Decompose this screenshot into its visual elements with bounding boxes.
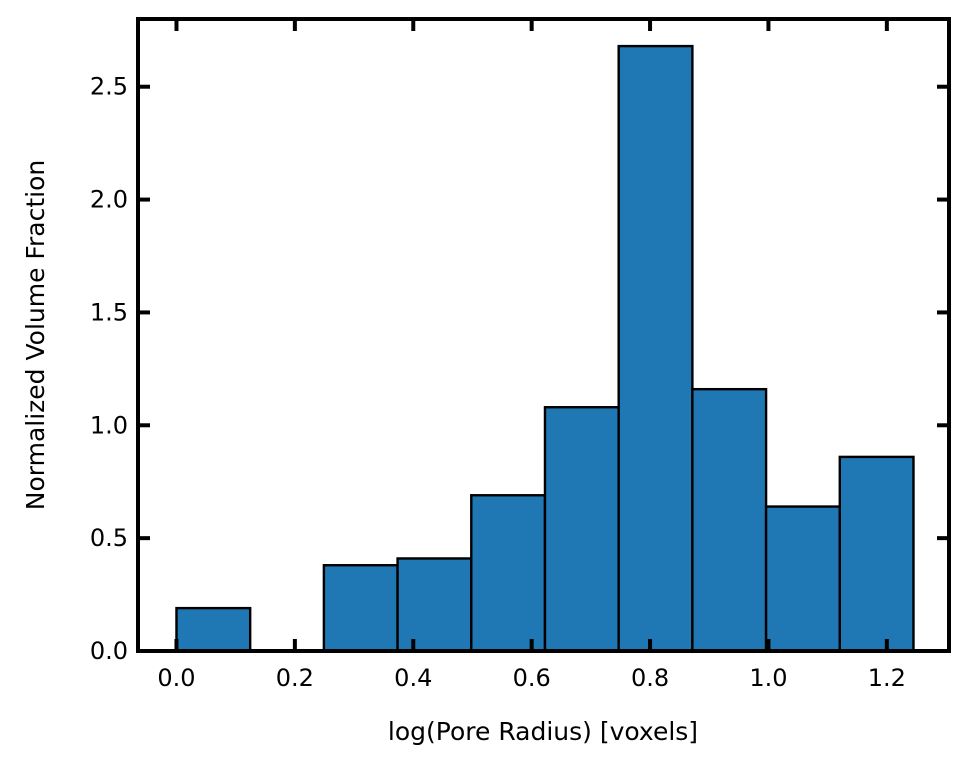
- histogram-bar: [543, 406, 620, 653]
- histogram-bar: [322, 564, 399, 653]
- x-tick-label: 0.2: [276, 664, 314, 692]
- histogram-bar: [175, 606, 252, 653]
- y-tick-label: 0.0: [90, 637, 128, 665]
- histogram-bar: [617, 44, 694, 653]
- x-tick-labels: 0.0 0.2 0.4 0.6 0.8 1.0 1.2: [157, 664, 906, 692]
- histogram-bar: [396, 557, 473, 653]
- x-tick-label: 0.6: [513, 664, 551, 692]
- y-tick-labels: 0.0 0.5 1.0 1.5 2.0 2.5: [90, 73, 128, 665]
- histogram-bar: [764, 505, 841, 653]
- x-axis-label: log(Pore Radius) [voxels]: [388, 717, 698, 746]
- x-tick-label: 1.0: [749, 664, 787, 692]
- histogram-bar: [470, 494, 547, 653]
- x-tick-label: 0.8: [631, 664, 669, 692]
- x-tick-label: 1.2: [868, 664, 906, 692]
- y-tick-label: 2.5: [90, 73, 128, 101]
- y-tick-label: 2.0: [90, 186, 128, 214]
- y-axis-label: Normalized Volume Fraction: [21, 160, 50, 510]
- x-tick-label: 0.4: [394, 664, 432, 692]
- histogram-bar: [838, 455, 915, 653]
- plot-frame: [136, 17, 951, 653]
- histogram-bars: [175, 44, 915, 653]
- histogram-bar: [691, 387, 768, 653]
- y-tick-label: 1.5: [90, 298, 128, 326]
- y-tick-label: 1.0: [90, 411, 128, 439]
- x-tick-label: 0.0: [157, 664, 195, 692]
- y-tick-label: 0.5: [90, 524, 128, 552]
